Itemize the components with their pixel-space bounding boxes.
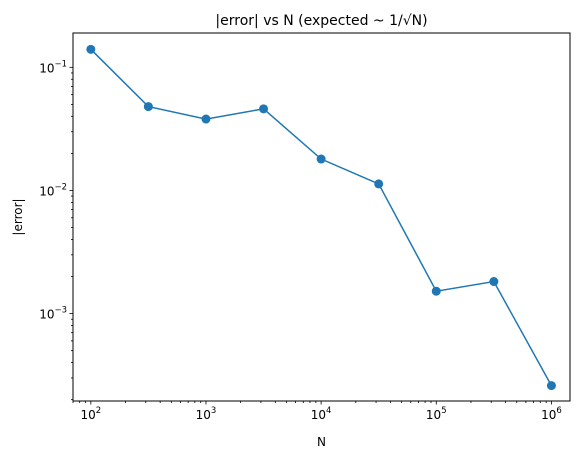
y-axis-label: |error| bbox=[11, 198, 25, 235]
x-tick-label: 104 bbox=[311, 406, 332, 422]
data-point bbox=[374, 179, 384, 189]
x-axis-label: N bbox=[317, 435, 326, 449]
data-point bbox=[546, 381, 556, 391]
x-tick-label: 106 bbox=[541, 406, 562, 422]
plot-frame bbox=[72, 32, 571, 402]
data-point bbox=[489, 277, 499, 287]
data-point bbox=[431, 286, 441, 296]
data-point bbox=[86, 44, 96, 54]
series-line bbox=[90, 48, 553, 386]
x-tick-label: 105 bbox=[426, 406, 447, 422]
y-tick-label: 10−2 bbox=[39, 182, 67, 198]
x-tick-label: 102 bbox=[80, 406, 101, 422]
x-tick-label: 103 bbox=[196, 406, 217, 422]
data-point bbox=[316, 154, 326, 164]
chart-title: |error| vs N (expected ~ 1/√N) bbox=[215, 13, 427, 29]
y-tick-label: 10−3 bbox=[39, 306, 67, 322]
data-point bbox=[259, 104, 269, 114]
data-point bbox=[201, 114, 211, 124]
data-point bbox=[143, 102, 153, 112]
y-tick-label: 10−1 bbox=[39, 59, 67, 75]
